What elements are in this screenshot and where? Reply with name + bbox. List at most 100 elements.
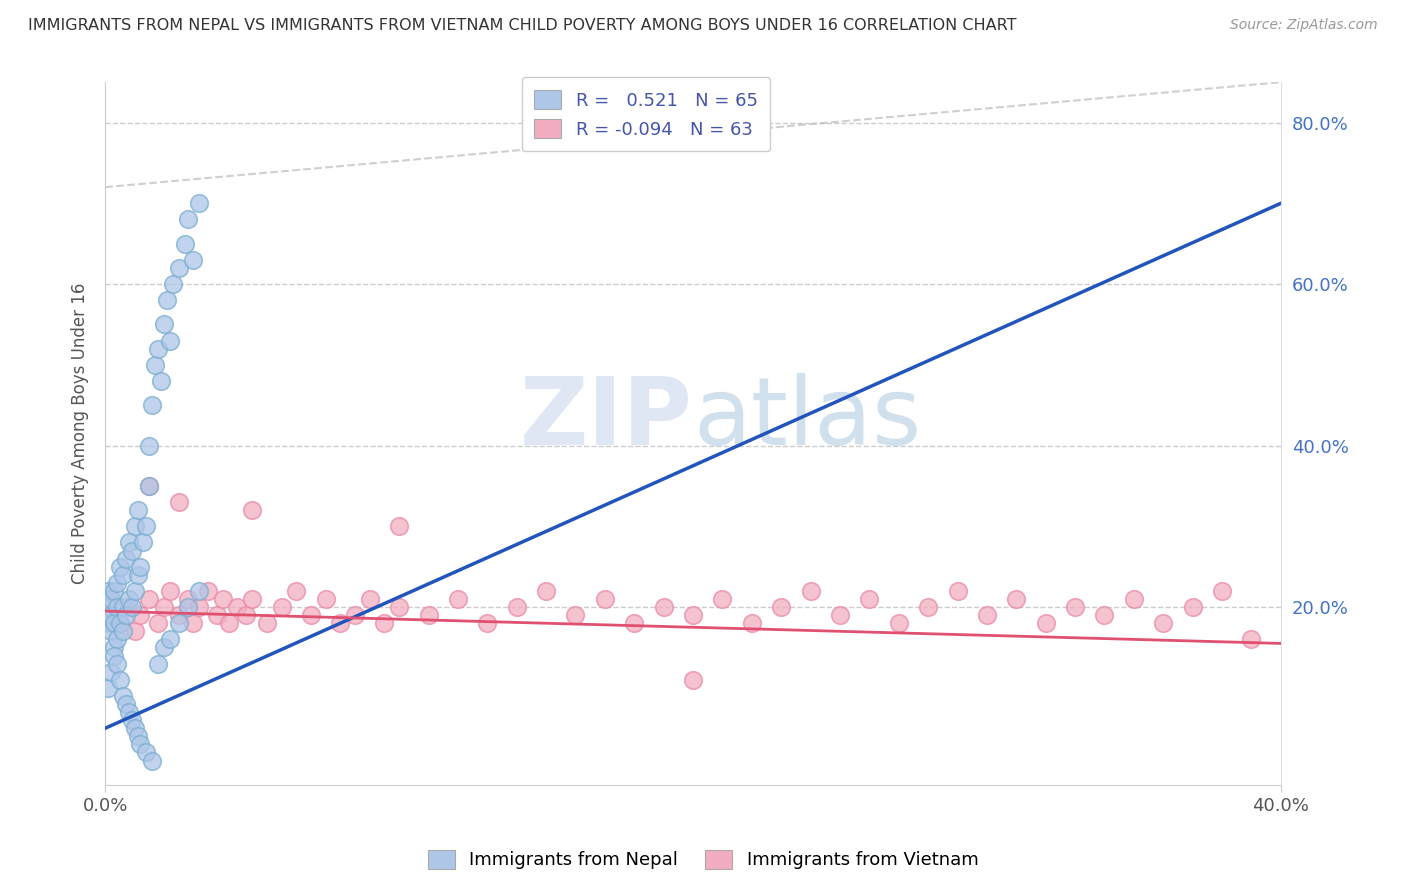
Legend: R =   0.521   N = 65, R = -0.094   N = 63: R = 0.521 N = 65, R = -0.094 N = 63: [522, 77, 770, 152]
Point: [121, 713, 143, 727]
Point: [124, 519, 146, 533]
Point: [97, 583, 120, 598]
Point: [103, 583, 125, 598]
Point: [682, 608, 704, 623]
Point: [124, 583, 146, 598]
Text: IMMIGRANTS FROM NEPAL VS IMMIGRANTS FROM VIETNAM CHILD POVERTY AMONG BOYS UNDER : IMMIGRANTS FROM NEPAL VS IMMIGRANTS FROM…: [28, 18, 1017, 33]
Point: [100, 592, 122, 607]
Point: [111, 567, 134, 582]
Point: [652, 600, 675, 615]
Point: [1211, 583, 1233, 598]
Point: [146, 342, 169, 356]
Point: [111, 689, 134, 703]
Point: [129, 559, 152, 574]
Point: [188, 600, 211, 615]
Point: [127, 729, 149, 743]
Legend: Immigrants from Nepal, Immigrants from Vietnam: Immigrants from Nepal, Immigrants from V…: [419, 841, 987, 879]
Point: [167, 260, 190, 275]
Point: [138, 479, 160, 493]
Point: [97, 681, 120, 695]
Point: [505, 600, 527, 615]
Point: [593, 592, 616, 607]
Point: [118, 535, 141, 549]
Point: [150, 374, 173, 388]
Point: [153, 318, 176, 332]
Point: [129, 608, 152, 623]
Point: [564, 608, 586, 623]
Point: [124, 721, 146, 735]
Point: [114, 551, 136, 566]
Point: [373, 616, 395, 631]
Point: [114, 608, 136, 623]
Point: [146, 657, 169, 671]
Text: ZIP: ZIP: [520, 374, 693, 466]
Point: [344, 608, 367, 623]
Point: [534, 583, 557, 598]
Point: [858, 592, 880, 607]
Point: [256, 616, 278, 631]
Point: [1240, 632, 1263, 647]
Point: [173, 236, 195, 251]
Point: [285, 583, 308, 598]
Point: [329, 616, 352, 631]
Point: [105, 657, 128, 671]
Point: [108, 616, 131, 631]
Point: [176, 600, 198, 615]
Point: [711, 592, 734, 607]
Point: [129, 738, 152, 752]
Point: [141, 398, 163, 412]
Text: atlas: atlas: [693, 374, 921, 466]
Point: [135, 519, 157, 533]
Point: [97, 616, 120, 631]
Point: [162, 277, 184, 291]
Point: [105, 600, 128, 615]
Point: [118, 592, 141, 607]
Point: [359, 592, 381, 607]
Point: [156, 293, 179, 308]
Point: [159, 583, 181, 598]
Point: [741, 616, 763, 631]
Y-axis label: Child Poverty Among Boys Under 16: Child Poverty Among Boys Under 16: [72, 283, 89, 584]
Point: [388, 600, 411, 615]
Point: [388, 519, 411, 533]
Point: [1005, 592, 1028, 607]
Point: [235, 608, 257, 623]
Point: [138, 479, 160, 493]
Point: [100, 608, 122, 623]
Point: [176, 212, 198, 227]
Point: [105, 632, 128, 647]
Point: [153, 640, 176, 655]
Point: [146, 616, 169, 631]
Point: [887, 616, 910, 631]
Point: [315, 592, 337, 607]
Point: [118, 705, 141, 719]
Point: [100, 665, 122, 679]
Point: [105, 575, 128, 590]
Point: [167, 616, 190, 631]
Point: [1152, 616, 1174, 631]
Point: [477, 616, 499, 631]
Point: [226, 600, 249, 615]
Point: [197, 583, 219, 598]
Point: [623, 616, 645, 631]
Point: [138, 592, 160, 607]
Point: [121, 600, 143, 615]
Point: [143, 358, 166, 372]
Point: [121, 543, 143, 558]
Point: [176, 592, 198, 607]
Point: [188, 583, 211, 598]
Point: [1122, 592, 1144, 607]
Point: [132, 535, 155, 549]
Point: [111, 600, 134, 615]
Point: [682, 673, 704, 687]
Point: [976, 608, 998, 623]
Point: [114, 697, 136, 711]
Point: [240, 592, 263, 607]
Point: [917, 600, 939, 615]
Point: [118, 600, 141, 615]
Point: [103, 648, 125, 663]
Point: [188, 196, 211, 211]
Point: [218, 616, 240, 631]
Point: [135, 746, 157, 760]
Point: [1181, 600, 1204, 615]
